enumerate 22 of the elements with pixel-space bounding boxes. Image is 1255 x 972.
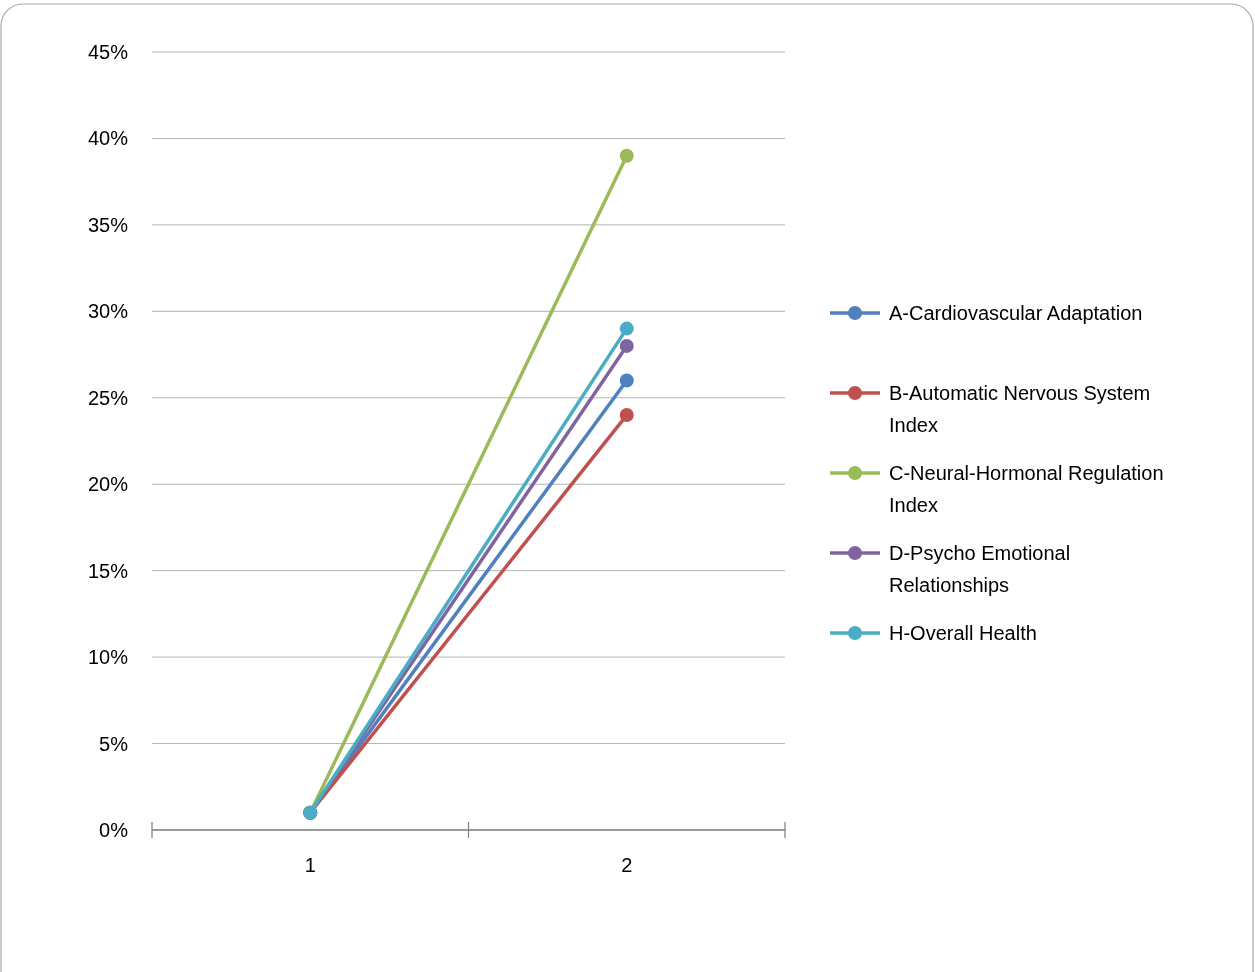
legend-label: B-Automatic Nervous System Index bbox=[889, 382, 1151, 436]
point bbox=[619, 373, 634, 388]
legend-label: A-Cardiovascular Adaptation bbox=[889, 302, 1143, 324]
legend-label: D-Psycho Emotional Relationships bbox=[889, 542, 1071, 596]
legend-label: H-Overall Health bbox=[889, 622, 1037, 644]
y-tick-label: 40% bbox=[87, 127, 129, 150]
y-tick-label: 30% bbox=[87, 300, 129, 323]
point bbox=[619, 148, 634, 163]
y-tick-label: 20% bbox=[87, 473, 129, 496]
y-tick-label: 35% bbox=[87, 213, 129, 236]
legend-label: C-Neural-Hormonal Regulation Index bbox=[889, 462, 1164, 516]
y-tick-label: 0% bbox=[99, 819, 129, 841]
y-tick-label: 10% bbox=[87, 646, 129, 669]
point bbox=[619, 321, 634, 336]
point bbox=[619, 338, 634, 353]
y-tick-label: 25% bbox=[87, 386, 129, 409]
y-tick-label: 45% bbox=[87, 41, 129, 63]
y-tick-label: 5% bbox=[99, 732, 129, 755]
y-tick-label: 15% bbox=[87, 559, 129, 582]
point bbox=[619, 408, 634, 423]
x-tick-label: 2 bbox=[621, 854, 633, 876]
x-tick-label: 1 bbox=[304, 854, 316, 876]
